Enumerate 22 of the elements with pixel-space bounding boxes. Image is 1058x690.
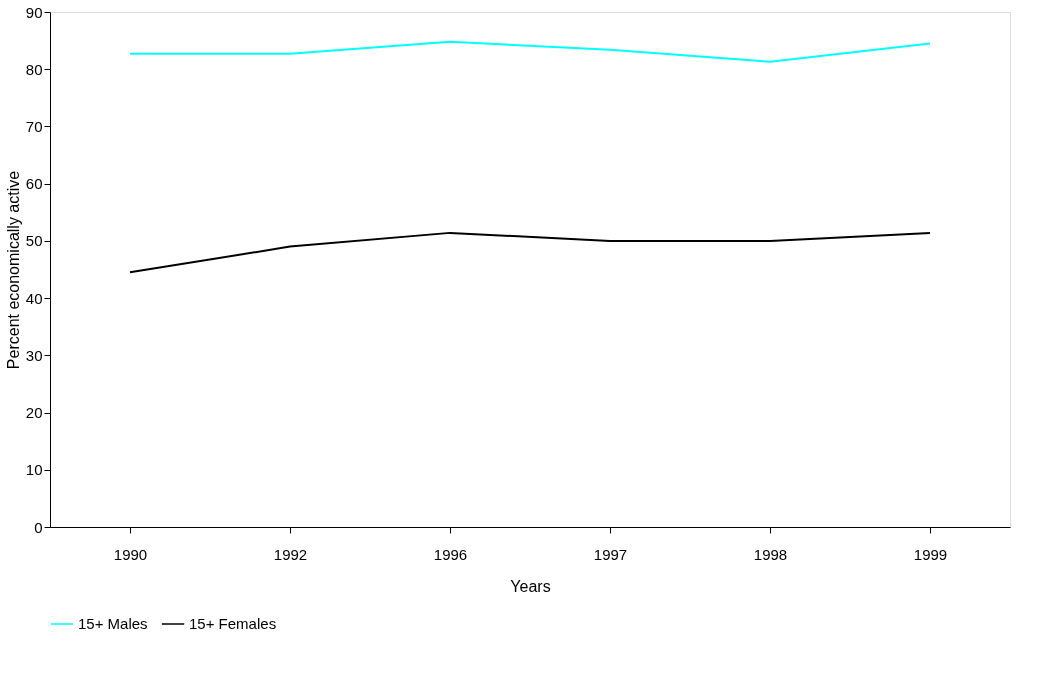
- y-tick-label: 70: [25, 117, 43, 135]
- line-series: [129, 40, 931, 63]
- y-tick-label: 30: [25, 346, 43, 364]
- line-series: [129, 231, 931, 274]
- y-tick-label: 80: [25, 60, 43, 78]
- x-tick-label: 1997: [593, 545, 628, 563]
- y-tick-label: 10: [25, 461, 43, 479]
- x-tick-label: 1990: [113, 545, 148, 563]
- y-tick-label: 40: [25, 289, 43, 307]
- legend-label: 15+ Males: [78, 615, 148, 632]
- x-tick-label: 1999: [913, 545, 948, 563]
- y-tick-label: 50: [25, 232, 43, 250]
- legend-label: 15+ Females: [189, 615, 277, 632]
- x-tick-label: 1996: [433, 545, 468, 563]
- x-tick-label: 1992: [273, 545, 308, 563]
- y-tick-label: 90: [25, 3, 43, 21]
- y-tick-label: 20: [25, 404, 43, 422]
- y-axis-title: Percent economically active: [4, 170, 22, 370]
- y-tick-label: 60: [25, 175, 43, 193]
- x-tick-label: 1998: [753, 545, 788, 563]
- y-tick-label: 0: [34, 518, 43, 536]
- x-axis-title: Years: [510, 577, 551, 595]
